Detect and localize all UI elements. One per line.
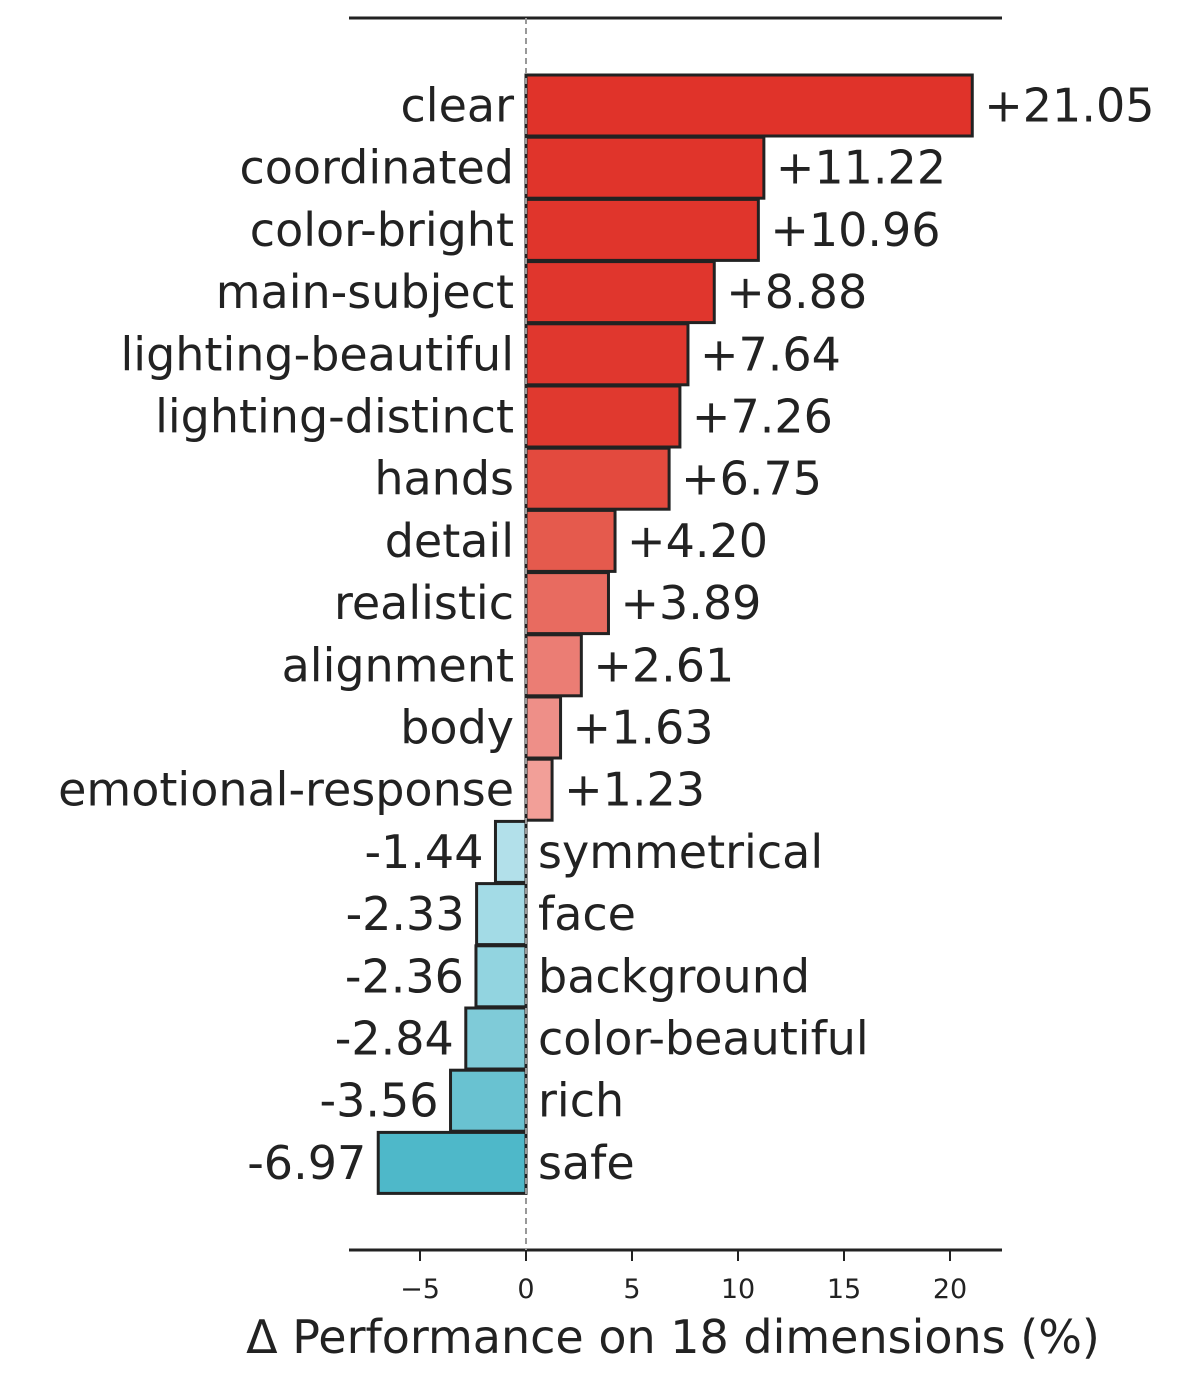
bar-emotional-response [524,757,554,822]
value-label: -3.56 [319,1074,438,1128]
bar-color-beautiful [464,1006,528,1071]
x-tick-label: 5 [623,1274,640,1305]
bar-main-subject [524,260,716,325]
bar-clear [524,73,974,138]
category-label: emotional-response [58,763,514,817]
bar-alignment [524,633,583,698]
bar-coordinated [524,135,766,200]
bar-detail [524,508,617,573]
category-label: face [538,887,636,941]
value-label: -2.84 [335,1012,454,1066]
category-label: realistic [334,576,514,630]
x-tick-label: 15 [827,1274,861,1305]
category-label: color-beautiful [538,1012,869,1066]
bars-group [376,73,974,1195]
x-tick-label: 20 [933,1274,967,1305]
category-label: body [400,701,514,755]
bar-background [474,944,528,1009]
bar-lighting-distinct [524,384,682,449]
value-label: +6.75 [681,452,822,506]
category-label: clear [401,79,515,133]
category-label: background [538,949,810,1003]
bar-face [475,882,528,947]
bar-symmetrical [493,819,528,884]
x-tick-label: 0 [517,1274,534,1305]
x-tick-label: 10 [721,1274,755,1305]
category-label: lighting-distinct [155,390,514,444]
labels-group: clear +21.05 coordinated +11.22 color-bright… [58,79,1154,1190]
category-label: rich [538,1074,624,1128]
value-label: +7.64 [700,327,841,381]
bar-safe [376,1130,528,1195]
x-tick-label: −5 [400,1274,440,1305]
value-label: +2.61 [593,638,734,692]
category-label: symmetrical [538,825,823,879]
x-axis-title: Δ Performance on 18 dimensions (%) [246,1310,1100,1364]
bar-hands [524,446,671,511]
category-label: main-subject [216,265,514,319]
category-label: safe [538,1136,635,1190]
bar-realistic [524,571,610,636]
category-label: detail [385,514,514,568]
bar-color-bright [524,197,760,262]
value-label: +1.63 [573,701,714,755]
category-label: lighting-beautiful [121,327,514,381]
value-label: +4.20 [627,514,768,568]
bar-rich [449,1068,528,1133]
value-label: +21.05 [984,79,1154,133]
category-label: color-bright [250,203,514,257]
value-label: +10.96 [770,203,940,257]
value-label: +3.89 [620,576,761,630]
value-label: +11.22 [776,141,946,195]
bar-lighting-beautiful [524,322,690,387]
value-label: -2.33 [346,887,465,941]
category-label: alignment [282,638,514,692]
value-label: +1.23 [564,763,705,817]
bar-body [524,695,563,760]
value-label: +8.88 [726,265,867,319]
value-label: -6.97 [247,1136,366,1190]
category-label: hands [374,452,514,506]
x-axis-ticks: −5 0 5 10 15 20 [400,1250,967,1305]
value-label: -2.36 [345,949,464,1003]
category-label: coordinated [239,141,514,195]
value-label: +7.26 [692,390,833,444]
value-label: -1.44 [364,825,483,879]
